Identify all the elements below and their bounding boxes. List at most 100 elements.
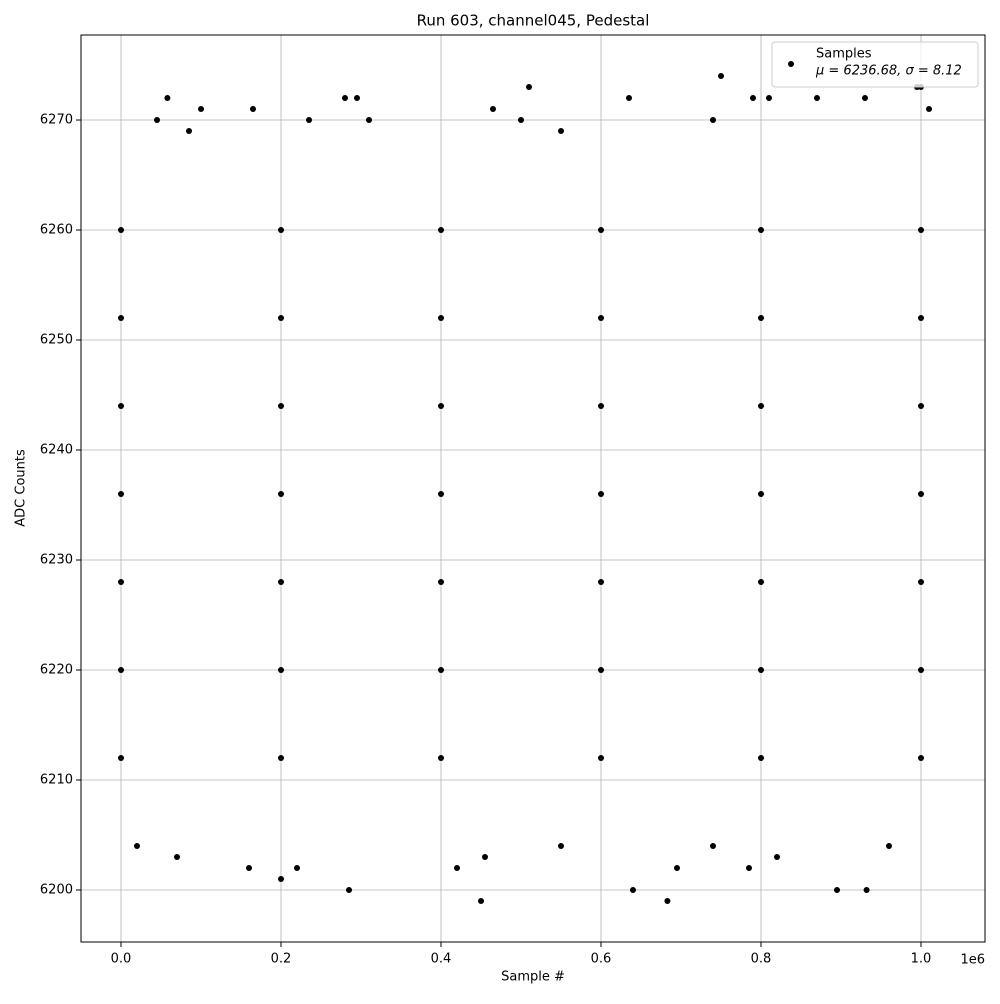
point bbox=[918, 666, 924, 673]
point bbox=[154, 117, 160, 124]
point bbox=[278, 315, 284, 322]
point bbox=[186, 128, 192, 135]
point bbox=[664, 897, 671, 904]
point bbox=[630, 886, 636, 893]
point bbox=[558, 128, 564, 135]
point bbox=[438, 754, 444, 761]
point bbox=[814, 95, 820, 102]
point bbox=[598, 490, 604, 497]
point bbox=[118, 666, 124, 673]
point bbox=[118, 315, 124, 322]
point bbox=[438, 227, 444, 234]
point bbox=[598, 403, 604, 410]
point bbox=[863, 886, 870, 893]
point bbox=[598, 666, 604, 673]
point bbox=[278, 875, 284, 882]
point bbox=[598, 227, 604, 234]
y-tick-label: 6270 bbox=[40, 113, 73, 128]
y-tick-label: 6260 bbox=[40, 223, 73, 238]
x-tick-label: 0.6 bbox=[591, 952, 612, 967]
point bbox=[918, 754, 924, 761]
chart-title: Run 603, channel045, Pedestal bbox=[417, 12, 650, 30]
point bbox=[438, 315, 444, 322]
point bbox=[918, 490, 924, 497]
point bbox=[482, 853, 488, 860]
point bbox=[278, 403, 284, 410]
point bbox=[342, 95, 348, 102]
y-tick-label: 6200 bbox=[40, 882, 73, 897]
point bbox=[246, 864, 252, 871]
point bbox=[766, 95, 772, 102]
point bbox=[674, 864, 680, 871]
point bbox=[518, 117, 524, 124]
point bbox=[598, 754, 604, 761]
point bbox=[758, 490, 764, 497]
x-tick-label: 0.4 bbox=[431, 952, 452, 967]
point bbox=[758, 578, 764, 585]
point bbox=[354, 95, 360, 102]
point bbox=[758, 754, 764, 761]
point bbox=[490, 106, 496, 113]
point bbox=[118, 227, 124, 234]
point bbox=[278, 666, 284, 673]
point bbox=[278, 754, 284, 761]
point bbox=[758, 666, 764, 673]
point bbox=[746, 864, 752, 871]
point bbox=[526, 84, 532, 91]
point bbox=[118, 490, 124, 497]
plot-frame bbox=[80, 34, 986, 943]
x-axis-label: Sample # bbox=[501, 970, 565, 985]
x-offset-label: 1e6 bbox=[960, 953, 985, 968]
point bbox=[278, 227, 284, 234]
point bbox=[306, 117, 312, 124]
point bbox=[758, 403, 764, 410]
point bbox=[758, 315, 764, 322]
point bbox=[118, 578, 124, 585]
legend-note: μ = 6236.68, σ = 8.12 bbox=[815, 64, 962, 79]
point bbox=[558, 842, 564, 849]
x-tick-label: 0.8 bbox=[751, 952, 772, 967]
y-tick-label: 6240 bbox=[40, 443, 73, 458]
point bbox=[598, 315, 604, 322]
y-tick-label: 6220 bbox=[40, 662, 73, 677]
point bbox=[862, 95, 868, 102]
point bbox=[438, 666, 444, 673]
point bbox=[250, 106, 256, 113]
point bbox=[454, 864, 460, 871]
legend-box bbox=[771, 41, 979, 88]
x-tick-label: 0.2 bbox=[271, 952, 292, 967]
point bbox=[926, 106, 932, 113]
point bbox=[174, 853, 180, 860]
point bbox=[438, 490, 444, 497]
point bbox=[626, 95, 632, 102]
legend-marker bbox=[788, 61, 794, 67]
point bbox=[278, 490, 284, 497]
x-tick-label: 1.0 bbox=[911, 952, 932, 967]
point bbox=[758, 227, 764, 234]
point bbox=[438, 403, 444, 410]
point bbox=[134, 842, 140, 849]
point bbox=[198, 106, 204, 113]
point bbox=[886, 842, 892, 849]
point bbox=[918, 578, 924, 585]
point bbox=[918, 403, 924, 410]
y-tick-label: 6210 bbox=[40, 772, 73, 787]
point bbox=[118, 754, 124, 761]
point bbox=[164, 95, 171, 102]
point bbox=[918, 315, 924, 322]
point bbox=[118, 403, 124, 410]
legend-label: Samples bbox=[816, 47, 872, 62]
point bbox=[834, 886, 840, 893]
y-axis-label: ADC Counts bbox=[14, 449, 29, 527]
point bbox=[774, 853, 780, 860]
point bbox=[366, 117, 372, 124]
y-tick-label: 6230 bbox=[40, 552, 73, 567]
point bbox=[710, 117, 716, 124]
point bbox=[718, 73, 724, 80]
y-tick-label: 6250 bbox=[40, 333, 73, 348]
point bbox=[438, 578, 444, 585]
point bbox=[750, 95, 756, 102]
point bbox=[278, 578, 284, 585]
point bbox=[598, 578, 604, 585]
